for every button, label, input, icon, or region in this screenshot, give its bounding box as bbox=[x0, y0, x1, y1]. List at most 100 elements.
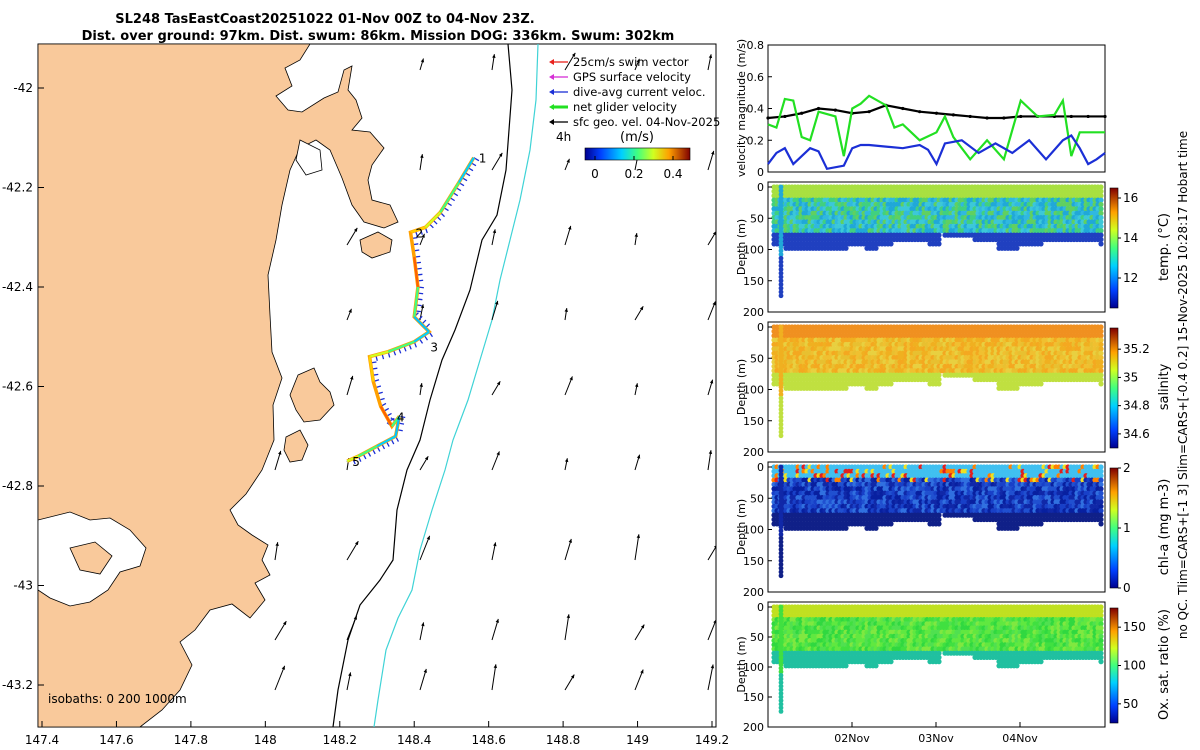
geo-arrow-head bbox=[354, 541, 359, 546]
section-dot bbox=[778, 203, 784, 209]
section-dot bbox=[778, 282, 784, 287]
section-dot bbox=[1098, 219, 1104, 225]
colorbar-tick-label: 14 bbox=[1123, 231, 1138, 245]
geo-arrow bbox=[707, 619, 716, 641]
section-dot bbox=[778, 369, 784, 375]
velocity-point bbox=[918, 110, 922, 114]
geo-arrow-head bbox=[421, 233, 425, 238]
section-dot bbox=[1014, 525, 1020, 531]
geo-arrow-head bbox=[278, 450, 282, 455]
section-dot bbox=[936, 516, 942, 523]
section-dot bbox=[1098, 495, 1104, 501]
waypoint-label: 4 bbox=[397, 410, 405, 424]
section-dot bbox=[936, 512, 942, 518]
legend-label: dive-avg current veloc. bbox=[573, 85, 706, 99]
section-dot bbox=[778, 433, 784, 439]
velocity-point bbox=[800, 111, 804, 115]
depth-tick-label: 0 bbox=[757, 321, 764, 334]
section-dot bbox=[1098, 188, 1104, 194]
section-dot bbox=[778, 509, 784, 515]
section-dot bbox=[778, 192, 784, 197]
velocity-point bbox=[766, 116, 770, 120]
legend-label: 25cm/s swim vector bbox=[573, 55, 689, 69]
section-dot bbox=[1098, 499, 1104, 505]
time-step-label: 4h bbox=[556, 130, 571, 144]
geo-arrow-head bbox=[634, 233, 638, 237]
geo-arrow-head bbox=[495, 618, 499, 623]
legend-arrowhead bbox=[549, 119, 554, 125]
map-y-tick-label: -42.8 bbox=[2, 479, 33, 493]
speedbar-tick-label: 0.4 bbox=[663, 167, 682, 181]
section-dot bbox=[1014, 385, 1020, 391]
section-dot bbox=[1098, 206, 1104, 212]
geo-arrow-head bbox=[634, 383, 639, 388]
section-dot bbox=[778, 207, 784, 212]
section-dot bbox=[1098, 372, 1104, 378]
track-segment bbox=[410, 226, 426, 234]
depth-tick-label: 200 bbox=[743, 586, 764, 599]
geo-arrow-head bbox=[492, 54, 496, 58]
section-colorbar bbox=[1109, 187, 1119, 309]
colorbar-tick-label: 35.2 bbox=[1123, 342, 1150, 356]
section-dot bbox=[778, 373, 784, 379]
section-dot bbox=[778, 399, 784, 405]
geo-arrow-head bbox=[640, 669, 644, 674]
track-segment bbox=[387, 340, 415, 353]
section-dot bbox=[778, 490, 784, 496]
velocity-point bbox=[968, 114, 972, 119]
isobaths-label: isobaths: 0 200 1000m bbox=[48, 692, 187, 706]
section-dot bbox=[778, 289, 784, 295]
section-dot bbox=[1098, 333, 1104, 339]
geo-arrow-head bbox=[568, 538, 572, 543]
geo-arrow-head bbox=[712, 231, 716, 236]
geo-arrow-head bbox=[640, 624, 645, 629]
section-dot bbox=[778, 407, 784, 412]
section-dot bbox=[778, 535, 784, 541]
geo-arrow bbox=[707, 664, 714, 691]
section-dot bbox=[778, 214, 784, 220]
geo-arrow-head bbox=[350, 375, 354, 380]
legend-arrowhead bbox=[549, 89, 554, 95]
geo-arrow bbox=[419, 668, 427, 691]
velocity-y-tick-label: 0.8 bbox=[747, 39, 765, 52]
section-dot bbox=[1098, 223, 1104, 229]
colorbar-tick-label: 34.6 bbox=[1123, 427, 1150, 441]
section-dot bbox=[778, 558, 784, 564]
track-segment bbox=[368, 356, 375, 382]
section-dot bbox=[778, 222, 784, 227]
section-dot bbox=[936, 521, 942, 527]
geo-arrow-head bbox=[420, 304, 425, 309]
geo-arrow bbox=[634, 669, 644, 691]
section-colorbar bbox=[1109, 327, 1119, 449]
legend-arrowhead bbox=[549, 104, 554, 110]
section-dot bbox=[778, 403, 784, 409]
section-dot bbox=[778, 229, 784, 235]
track-segment bbox=[346, 455, 359, 463]
section-dot bbox=[1098, 232, 1104, 238]
isobath-1000m bbox=[373, 44, 539, 727]
section-dot bbox=[778, 237, 784, 242]
waypoint-label: 1 bbox=[479, 152, 487, 166]
geo-arrow-head bbox=[493, 664, 498, 669]
depth-axis-label: Depth (m) bbox=[735, 219, 748, 275]
waypoint-label: 3 bbox=[430, 341, 438, 355]
speedbar-tick-label: 0.2 bbox=[624, 167, 643, 181]
map-x-tick-label: 147.6 bbox=[99, 733, 133, 747]
geo-arrow-head bbox=[353, 615, 357, 620]
geo-arrow-head bbox=[348, 308, 352, 313]
geo-arrow-head bbox=[636, 534, 641, 539]
geo-arrow bbox=[346, 615, 358, 641]
track-segment bbox=[357, 445, 378, 458]
geo-arrow-head bbox=[708, 450, 713, 455]
track-segment bbox=[409, 232, 416, 258]
section-dot bbox=[778, 335, 784, 341]
depth-tick-label: 0 bbox=[757, 181, 764, 194]
section-dot bbox=[778, 569, 784, 575]
section-dot bbox=[778, 248, 784, 254]
section-dot bbox=[1098, 473, 1104, 479]
depth-tick-label: 0 bbox=[757, 461, 764, 474]
geo-arrow-head bbox=[419, 383, 423, 387]
